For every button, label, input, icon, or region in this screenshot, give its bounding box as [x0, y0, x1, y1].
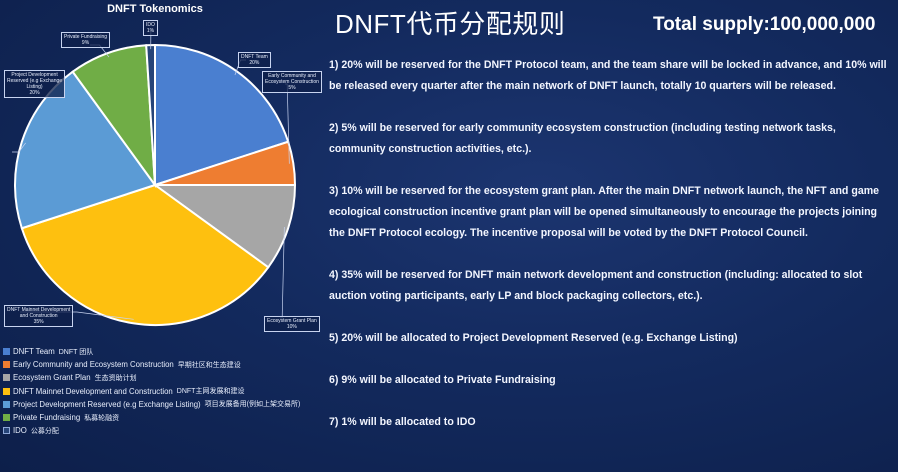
legend-swatch	[3, 414, 10, 422]
legend-label-cn: 项目发展备用(例如上架交易所)	[204, 401, 301, 409]
pie-slice-dnft-team	[154, 43, 290, 187]
pie-slice-ecosystem-grant-plan	[151, 184, 297, 269]
callout-private-fundraising: Private Fundraising 9%	[61, 32, 111, 48]
legend-label-cn: DNFT 团队	[58, 348, 94, 356]
allocation-notes: 1) 20% will be reserved for the DNFT Pro…	[329, 55, 894, 454]
callout-ecosystem-grant: Ecosystem Grant Plan 10%	[264, 316, 320, 332]
legend-label-en: Ecosystem Grant Plan	[13, 373, 91, 383]
legend-swatch	[3, 387, 10, 395]
callout-early-community: Early Community and Ecosystem Constructi…	[262, 71, 322, 93]
legend-label-en: Private Fundraising	[13, 413, 81, 423]
note-private-fundraising: 6) 9% will be allocated to Private Fundr…	[329, 374, 556, 386]
legend-item-dnft-team: DNFT Team DNFT 团队	[3, 345, 323, 358]
legend-item-ecosystem-grant: Ecosystem Grant Plan 生态资助计划	[3, 371, 323, 384]
legend-label-en: DNFT Team	[13, 347, 55, 357]
legend-label-cn: 早期社区和生态建设	[177, 361, 241, 369]
chart-legend: DNFT Team DNFT 团队 Early Community and Ec…	[3, 345, 323, 437]
legend-swatch	[3, 348, 10, 356]
note-project-development: 5) 20% will be allocated to Project Deve…	[329, 332, 738, 344]
legend-label-cn: DNFT主网发展和建设	[176, 388, 245, 396]
legend-item-private-fundraising: Private Fundraising 私募轮融资	[3, 411, 323, 424]
callout-project-development: Project Development Reserved (e.g Exchan…	[4, 70, 66, 98]
total-supply: Total supply:100,000,000	[653, 14, 876, 35]
note-ido: 7) 1% will be allocated to IDO	[329, 416, 476, 428]
legend-item-mainnet-development: DNFT Mainnet Development and Constructio…	[3, 385, 323, 398]
pie-slices	[14, 43, 297, 326]
note-mainnet-development: 4) 35% will be reserved for DNFT main ne…	[329, 269, 863, 302]
pie-slice-dnft-mainnet-development-and-construction	[20, 183, 270, 326]
legend-label-cn: 私募轮融资	[84, 414, 120, 422]
callout-ido: IDO 1%	[143, 20, 158, 36]
legend-item-early-community: Early Community and Ecosystem Constructi…	[3, 358, 323, 371]
leader-line	[12, 142, 26, 153]
legend-item-ido: IDO 公募分配	[3, 424, 323, 437]
legend-label-en: Project Development Reserved (e.g Exchan…	[13, 399, 201, 409]
note-early-community: 2) 5% will be reserved for early communi…	[329, 122, 836, 155]
legend-label-en: DNFT Mainnet Development and Constructio…	[13, 386, 173, 396]
pie-slice-private-fundraising	[71, 44, 157, 189]
callout-mainnet-development: DNFT Mainnet Development and Constructio…	[4, 305, 74, 327]
legend-label-en: Early Community and Ecosystem Constructi…	[13, 360, 174, 370]
pie-chart	[12, 31, 297, 326]
legend-label-cn: 公募分配	[30, 427, 59, 435]
legend-swatch	[3, 374, 10, 382]
note-team: 1) 20% will be reserved for the DNFT Pro…	[329, 59, 887, 92]
page-title: DNFT代币分配规则	[335, 9, 566, 39]
legend-swatch	[3, 400, 10, 408]
legend-label-cn: 生态资助计划	[94, 374, 137, 382]
chart-title: DNFT Tokenomics	[107, 3, 203, 15]
legend-swatch	[3, 427, 10, 435]
legend-label-en: IDO	[13, 426, 27, 436]
callout-dnft-team: DNFT Team 20%	[238, 52, 271, 68]
legend-swatch	[3, 361, 10, 369]
note-ecosystem-grant: 3) 10% will be reserved for the ecosyste…	[329, 185, 880, 239]
legend-item-project-development: Project Development Reserved (e.g Exchan…	[3, 398, 323, 411]
